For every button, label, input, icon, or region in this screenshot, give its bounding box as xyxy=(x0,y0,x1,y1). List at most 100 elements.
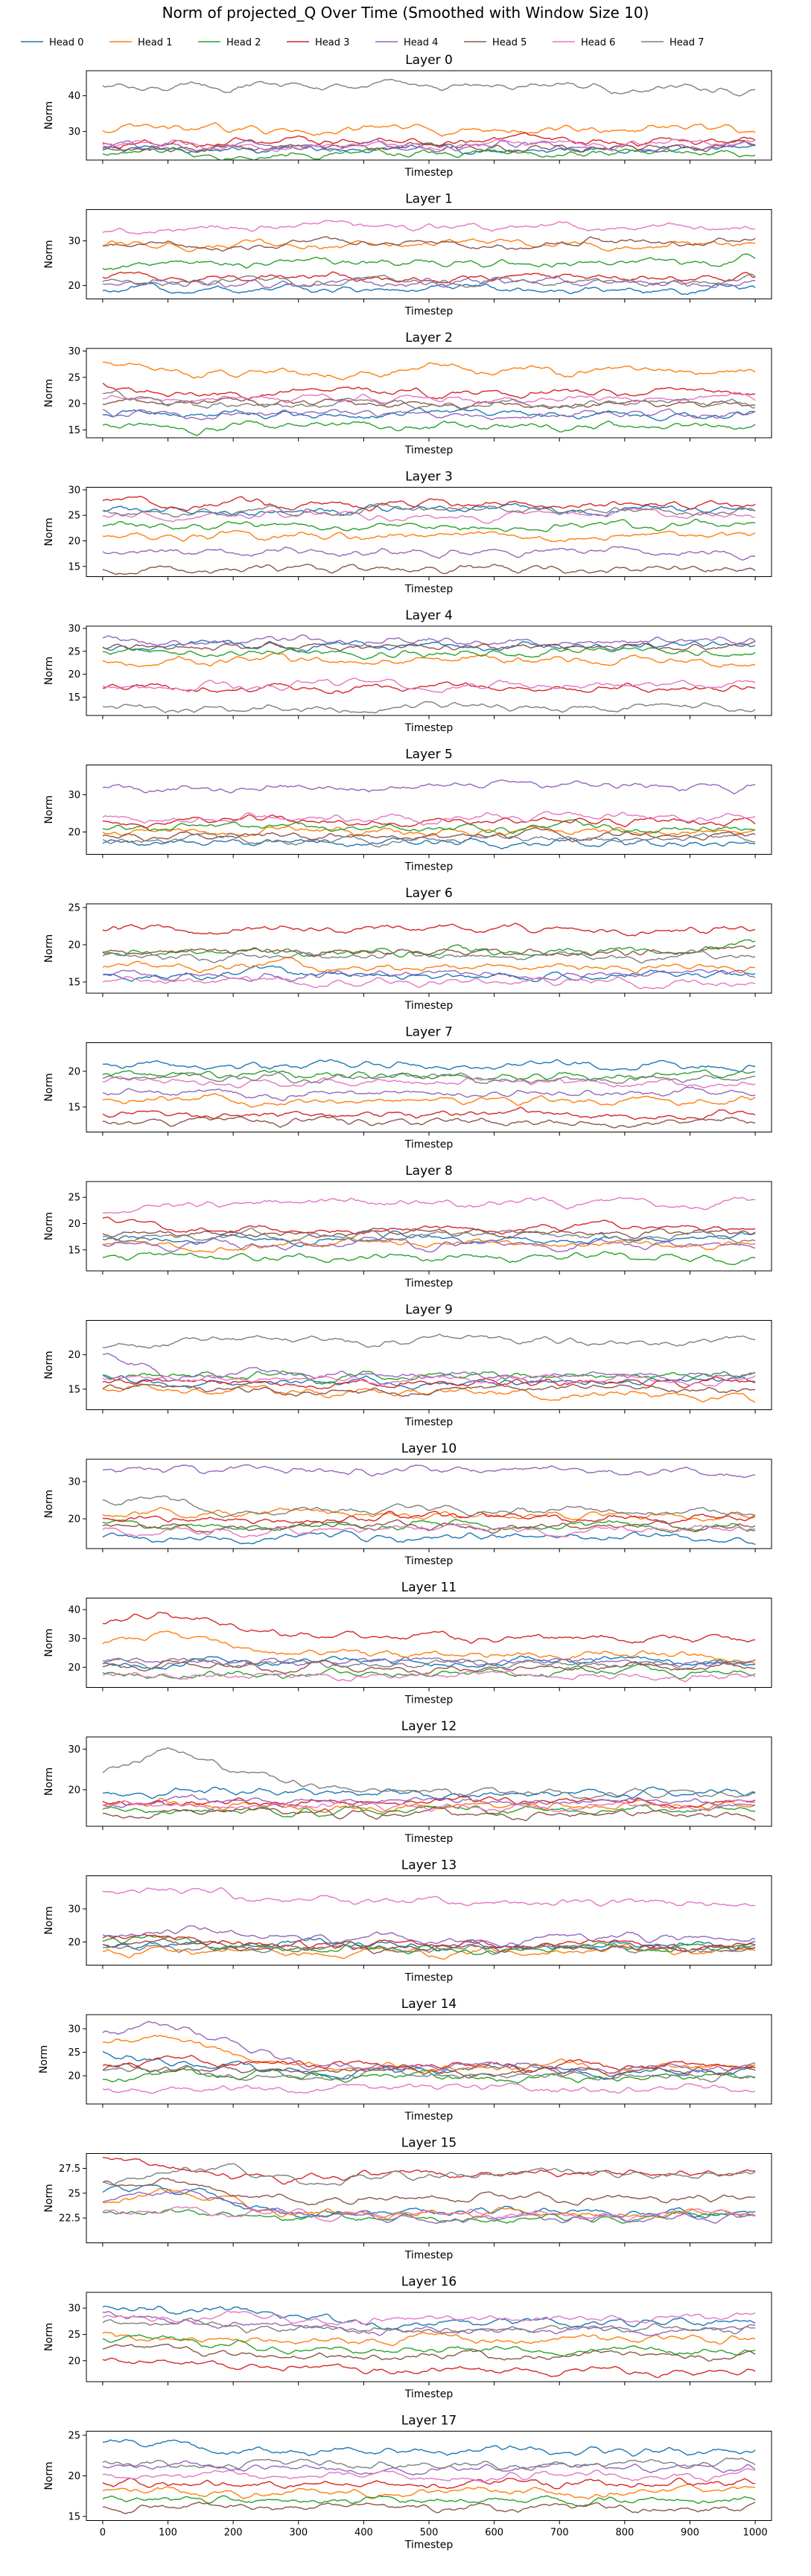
y-tick-label: 30 xyxy=(68,1744,80,1756)
series-line xyxy=(102,956,756,974)
series-line xyxy=(102,1464,756,1479)
y-axis-label: Norm xyxy=(43,1212,55,1240)
y-tick-label: 15 xyxy=(68,2512,80,2523)
subplot: Layer 3 15 20 25 30 Timestep Norm xyxy=(43,470,772,596)
x-axis-label: Timestep xyxy=(404,1555,454,1567)
series-line xyxy=(102,2082,756,2094)
series-line xyxy=(102,1227,756,1240)
x-axis-label: Timestep xyxy=(404,167,454,179)
subplot: Layer 14 20 25 30 Timestep Norm xyxy=(38,1997,772,2123)
subplot: Layer 12 20 30 Timestep Norm xyxy=(43,1719,772,1845)
legend-label: Head 7 xyxy=(670,37,704,48)
series-group xyxy=(102,2305,756,2379)
series-group xyxy=(102,2438,756,2514)
y-axis-label: Norm xyxy=(43,1767,55,1796)
subplot: Layer 15 22.5 25 27.5 Timestep Norm xyxy=(43,2136,772,2262)
series-line xyxy=(102,678,756,693)
y-axis-label: Norm xyxy=(43,1073,55,1101)
y-axis-label: Norm xyxy=(43,657,55,685)
subplot: Layer 1 20 30 Timestep Norm xyxy=(43,192,772,318)
y-tick-label: 25 xyxy=(68,2430,80,2441)
legend-label: Head 2 xyxy=(226,37,261,48)
y-tick-label: 30 xyxy=(68,2024,80,2035)
series-line xyxy=(102,508,756,524)
series-line xyxy=(102,147,756,160)
y-tick-label: 15 xyxy=(68,692,80,704)
axes-frame xyxy=(86,1736,772,1827)
y-tick-label: 30 xyxy=(68,1633,80,1645)
x-axis-label: Timestep xyxy=(404,2111,454,2123)
figure-title: Norm of projected_Q Over Time (Smoothed … xyxy=(162,4,649,22)
series-line xyxy=(102,1376,756,1390)
series-line xyxy=(102,2050,756,2080)
series-line xyxy=(102,2477,756,2490)
y-tick-label: 30 xyxy=(68,346,80,357)
y-axis-label: Norm xyxy=(43,517,55,546)
series-line xyxy=(102,2184,756,2219)
series-line xyxy=(102,779,756,794)
subplot-title: Layer 1 xyxy=(405,192,453,207)
series-line xyxy=(102,2343,756,2362)
series-line xyxy=(102,818,756,835)
series-line xyxy=(102,1227,756,1244)
series-line xyxy=(102,814,756,829)
legend-label: Head 6 xyxy=(581,37,615,48)
series-line xyxy=(102,282,756,296)
series-line xyxy=(102,1076,756,1088)
subplot: Layer 5 20 30 Timestep Norm xyxy=(43,747,772,873)
y-axis-label: Norm xyxy=(38,2045,50,2073)
legend-item: Head 0 xyxy=(21,37,83,48)
series-line xyxy=(102,1786,756,1800)
subplot-title: Layer 12 xyxy=(401,1719,457,1734)
series-line xyxy=(102,1370,756,1384)
subplot: Layer 0 30 40 Timestep Norm xyxy=(43,53,772,179)
y-tick-label: 20 xyxy=(68,1785,80,1796)
y-tick-label: 20 xyxy=(68,2071,80,2082)
y-tick-label: 15 xyxy=(68,425,80,436)
y-tick-label: 20 xyxy=(68,281,80,292)
x-axis-label: Timestep xyxy=(404,306,454,318)
subplot-title: Layer 8 xyxy=(405,1164,453,1179)
legend-item: Head 2 xyxy=(198,37,261,48)
subplot-title: Layer 11 xyxy=(401,1581,457,1595)
x-axis-label: Timestep xyxy=(404,1000,454,1012)
series-line xyxy=(102,965,756,983)
series-line xyxy=(102,1925,756,1948)
series-line xyxy=(102,2157,756,2185)
subplot: Layer 13 20 30 Timestep Norm xyxy=(43,1858,772,1984)
x-axis-label: Timestep xyxy=(404,2540,454,2551)
series-line xyxy=(102,253,756,270)
series-group xyxy=(102,220,756,296)
series-line xyxy=(102,1071,756,1085)
y-tick-label: 30 xyxy=(68,236,80,247)
x-axis-label: Timestep xyxy=(404,1417,454,1429)
series-line xyxy=(102,236,756,252)
y-axis-label: Norm xyxy=(43,1351,55,1379)
subplot: Layer 17 15 20 25 0 100 200 300 400 500 600 700 800 9… xyxy=(43,2414,772,2551)
y-tick-label: 30 xyxy=(68,1904,80,1915)
series-line xyxy=(102,121,756,137)
y-tick-label: 20 xyxy=(68,1937,80,1948)
legend-label: Head 0 xyxy=(49,37,83,48)
x-tick-label: 200 xyxy=(224,2528,243,2539)
series-line xyxy=(102,1374,756,1387)
y-tick-label: 20 xyxy=(68,669,80,680)
x-axis-label: Timestep xyxy=(404,444,454,456)
subplot: Layer 4 15 20 25 30 Timestep Norm xyxy=(43,608,772,734)
series-line xyxy=(102,2065,756,2083)
y-tick-label: 20 xyxy=(68,399,80,410)
series-line xyxy=(102,1523,756,1538)
series-line xyxy=(102,138,756,153)
y-tick-label: 15 xyxy=(68,1245,80,1256)
series-line xyxy=(102,2305,756,2330)
series-line xyxy=(102,220,756,235)
series-line xyxy=(102,1237,756,1254)
y-tick-label: 25 xyxy=(68,903,80,914)
series-line xyxy=(102,2189,756,2225)
y-tick-label: 30 xyxy=(68,790,80,801)
series-line xyxy=(102,2163,756,2186)
subplot-title: Layer 9 xyxy=(405,1303,453,1318)
series-line xyxy=(102,271,756,284)
series-line xyxy=(102,361,756,380)
y-tick-label: 20 xyxy=(68,1514,80,1525)
